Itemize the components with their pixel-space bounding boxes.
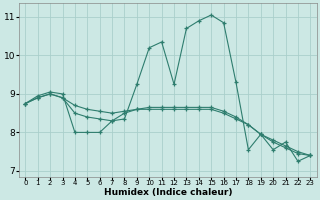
X-axis label: Humidex (Indice chaleur): Humidex (Indice chaleur) [104,188,232,197]
